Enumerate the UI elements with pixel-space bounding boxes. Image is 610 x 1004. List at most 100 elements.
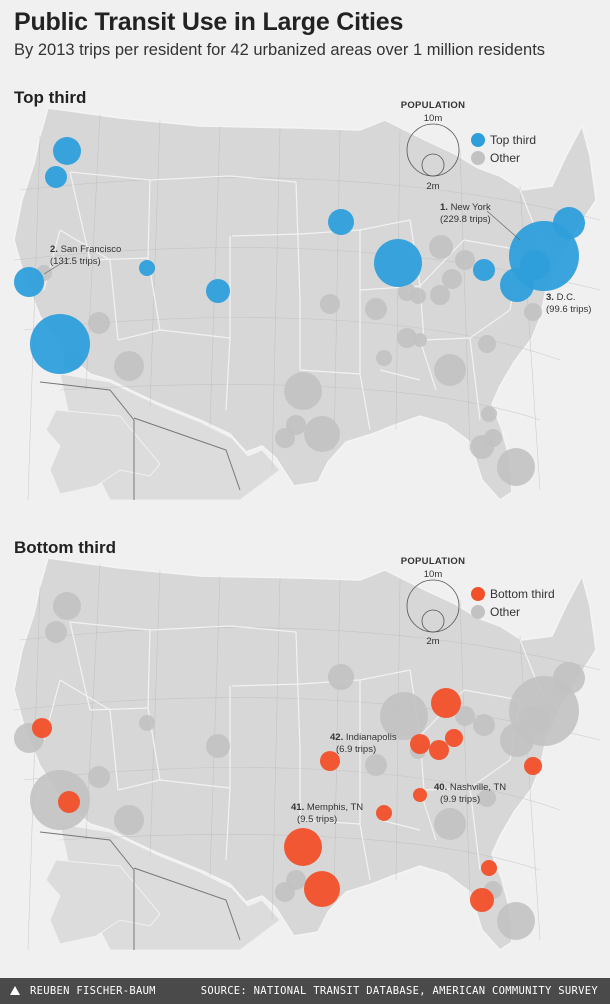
state-border: [69, 621, 151, 631]
legend-small-circle: [421, 609, 445, 633]
annotation-rank: 3.: [546, 292, 557, 303]
state-border: [299, 819, 361, 825]
city-annotation: 3. D.C.: [546, 292, 576, 303]
city-annotation: 40. Nashville, TN: [434, 782, 506, 793]
city-bubble-bottom: [445, 729, 463, 747]
city-bubble-bottom: [524, 757, 542, 775]
city-bubble-other: [413, 333, 427, 347]
city-bubble-other: [553, 662, 585, 694]
page-title: Public Transit Use in Large Cities: [14, 8, 404, 36]
city-bubble-top: [473, 259, 495, 281]
city-bubble-top: [139, 260, 155, 276]
city-bubble-other: [434, 808, 466, 840]
city-bubble-other: [410, 288, 426, 304]
graticule-line: [19, 627, 601, 671]
legend-large-label: 10m: [424, 569, 443, 580]
city-bubble-other: [455, 706, 475, 726]
state-border: [419, 239, 465, 287]
city-bubble-other: [275, 882, 295, 902]
city-bubble-other: [365, 298, 387, 320]
city-bubble-other: [53, 592, 81, 620]
alaska-shape: [45, 859, 161, 945]
state-border: [359, 373, 371, 431]
city-annotation: 42. Indianapolis: [330, 732, 397, 743]
city-bubble-other: [497, 448, 535, 486]
city-bubble-other: [304, 416, 340, 452]
legend-small-circle: [421, 153, 445, 177]
city-bubble-other: [478, 335, 496, 353]
state-border: [147, 629, 151, 709]
state-border: [469, 787, 481, 871]
city-bubble-top: [500, 268, 534, 302]
city-annotation: 1. New York: [440, 202, 491, 213]
annotation-city: D.C.: [557, 292, 576, 303]
inset-border: [39, 831, 135, 950]
state-border: [109, 259, 119, 341]
state-border: [69, 171, 151, 181]
city-bubble-other: [430, 285, 450, 305]
city-bubble-other: [328, 664, 354, 690]
graticule-line: [333, 129, 341, 451]
graticule-line: [19, 177, 601, 221]
city-bubble-other: [275, 428, 295, 448]
state-border: [229, 175, 297, 183]
annotation-city: Memphis, TN: [307, 802, 363, 813]
city-bubble-bottom: [431, 688, 461, 718]
state-border: [379, 819, 421, 831]
city-bubble-other: [429, 235, 453, 259]
annotation-city: New York: [451, 202, 491, 213]
state-border: [159, 779, 231, 789]
city-bubble-other: [114, 805, 144, 835]
graticule-line: [149, 119, 161, 407]
footer-source: SOURCE: NATIONAL TRANSIT DATABASE, AMERI…: [200, 985, 598, 997]
annotation-city: Nashville, TN: [450, 782, 506, 793]
alaska-shape: [45, 409, 161, 495]
inset-border: [133, 867, 241, 941]
legend-large-label: 10m: [424, 113, 443, 124]
legend-bottom-swatch: [471, 587, 485, 601]
city-annotation: 2. San Francisco: [50, 244, 121, 255]
legend-top-swatch: [471, 133, 485, 147]
annotation-trips: (9.5 trips): [297, 814, 337, 825]
annotation-city: San Francisco: [61, 244, 122, 255]
state-border: [225, 337, 231, 411]
legend-other-label: Other: [490, 151, 520, 165]
annotation-rank: 1.: [440, 202, 451, 213]
city-bubble-bottom: [410, 734, 430, 754]
state-border: [231, 233, 301, 237]
city-bubble-other: [206, 734, 230, 758]
city-bubble-top: [206, 279, 230, 303]
page-subtitle: By 2013 trips per resident for 42 urbani…: [14, 41, 546, 59]
city-bubble-top: [30, 314, 90, 374]
legend-other-label: Other: [490, 605, 520, 619]
city-bubble-other: [139, 715, 155, 731]
graticule-line: [149, 569, 161, 857]
annotation-rank: 40.: [434, 782, 450, 793]
graticule-line: [333, 579, 341, 901]
annotation-rank: 2.: [50, 244, 61, 255]
annotation-trips: (99.6 trips): [546, 304, 591, 315]
city-bubble-other: [473, 714, 495, 736]
city-bubble-top: [328, 209, 354, 235]
legend-title: POPULATION: [401, 100, 466, 111]
state-border: [359, 669, 411, 681]
bottom-third-map: POPULATION 10m 2m Bottom third Other 42. Indi…: [13, 556, 601, 951]
city-annotation: 41. Memphis, TN: [291, 802, 363, 813]
annotation-trips: (229.8 trips): [440, 214, 491, 225]
city-bubble-other: [320, 294, 340, 314]
state-border: [231, 683, 301, 687]
city-bubble-other: [497, 902, 535, 940]
footer-bar: REUBEN FISCHER-BAUM SOURCE: NATIONAL TRA…: [0, 978, 610, 1004]
state-border: [149, 175, 231, 181]
state-border: [359, 823, 371, 881]
legend-small-label: 2m: [426, 636, 439, 647]
annotation-rank: 42.: [330, 732, 346, 743]
city-bubble-other: [88, 312, 110, 334]
state-border: [149, 625, 231, 631]
city-bubble-bottom: [481, 860, 497, 876]
state-border: [117, 329, 161, 341]
state-border: [469, 309, 511, 339]
state-border: [59, 229, 111, 261]
footer-author: REUBEN FISCHER-BAUM: [30, 985, 156, 997]
state-border: [225, 787, 231, 861]
